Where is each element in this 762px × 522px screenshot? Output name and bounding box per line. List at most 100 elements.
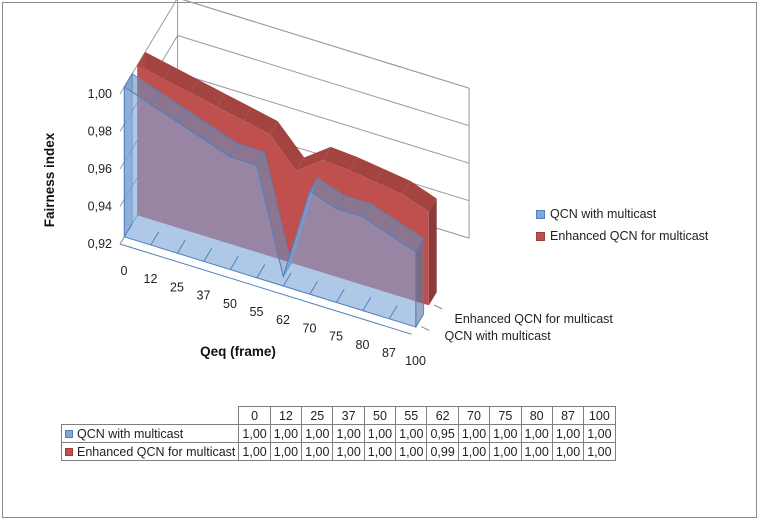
depth-axis-label: Enhanced QCN for multicast bbox=[455, 312, 614, 326]
table-cell: 1,00 bbox=[457, 424, 491, 443]
table-series-name: QCN with multicast bbox=[60, 424, 240, 443]
floor-tick bbox=[176, 239, 186, 254]
gridline bbox=[119, 0, 470, 95]
table-cell: 1,00 bbox=[520, 442, 553, 461]
ridge-segment bbox=[375, 168, 411, 195]
floor-tick bbox=[335, 288, 345, 303]
legend-label-qcn: QCN with multicast bbox=[550, 207, 657, 221]
ridge-segment bbox=[137, 52, 172, 79]
table-header-cell: 55 bbox=[395, 406, 428, 425]
table-header-cell: 87 bbox=[551, 406, 585, 425]
table-cell: 1,00 bbox=[395, 424, 428, 443]
legend-swatch-enhanced bbox=[536, 231, 545, 241]
table-cell: 0,95 bbox=[426, 424, 459, 443]
floor-tick bbox=[282, 272, 292, 287]
floor-layer bbox=[119, 223, 425, 335]
ridge-segment bbox=[402, 180, 437, 212]
ridge-segment bbox=[269, 121, 305, 171]
ridge-segment bbox=[349, 157, 384, 183]
x-tick-label: 80 bbox=[356, 338, 370, 352]
table-series-name: Enhanced QCN for multicast bbox=[60, 442, 240, 461]
depth-axis-ticks: Enhanced QCN for multicast QCN with multi… bbox=[421, 304, 614, 343]
floor-tick bbox=[256, 264, 266, 279]
floor-tick bbox=[229, 256, 239, 270]
y-tick-label: 1,00 bbox=[88, 87, 112, 101]
depth-axis-tick bbox=[421, 326, 430, 332]
table-header-cell: 80 bbox=[520, 406, 553, 425]
y-axis-ticks: 0,92 0,94 0,96 0,98 1,00 bbox=[88, 87, 112, 251]
table-cell: 0,99 bbox=[426, 442, 459, 461]
table-header-cell: 37 bbox=[332, 406, 365, 425]
table-cell: 1,00 bbox=[551, 442, 585, 461]
table-series-swatch bbox=[65, 447, 73, 456]
floor-tick bbox=[388, 305, 398, 320]
x-tick-label: 25 bbox=[170, 280, 184, 294]
table-cell: 1,00 bbox=[551, 424, 585, 443]
x-tick-label: 75 bbox=[329, 330, 343, 344]
table-cell: 1,00 bbox=[332, 442, 365, 461]
table-series-swatch bbox=[65, 429, 73, 438]
legend: QCN with multicast Enhanced QCN for mult… bbox=[536, 203, 708, 247]
y-tick-label: 0,98 bbox=[88, 125, 112, 139]
legend-item-qcn: QCN with multicast bbox=[536, 203, 708, 225]
table-cell: 1,00 bbox=[363, 424, 397, 443]
y-tick-label: 0,94 bbox=[88, 200, 112, 214]
x-tick-label: 55 bbox=[250, 305, 264, 319]
table-row: QCN with multicast 1,00 1,00 1,00 1,00 1,00 1,… bbox=[60, 424, 616, 443]
table-header-row: 0 12 25 37 50 55 62 70 75 80 87 100 bbox=[62, 406, 616, 425]
ridge-segment bbox=[216, 93, 252, 121]
series-qcn bbox=[123, 72, 425, 329]
chart-frame bbox=[2, 2, 757, 518]
ridge-segment bbox=[296, 146, 331, 171]
data-table: 0 12 25 37 50 55 62 70 75 80 87 100 QCN with multica… bbox=[60, 406, 616, 461]
table-header-cell: 12 bbox=[269, 406, 303, 425]
y-axis-label: Fairness index bbox=[42, 132, 57, 227]
table-corner bbox=[62, 407, 239, 425]
x-axis-label: Qeq (frame) bbox=[200, 344, 276, 359]
table-header-cell: 0 bbox=[238, 406, 271, 425]
table-series-label: QCN with multicast bbox=[77, 426, 184, 441]
table-cell: 1,00 bbox=[269, 442, 303, 461]
table-header-cell: 25 bbox=[301, 406, 334, 425]
table-cell: 1,00 bbox=[332, 424, 365, 443]
table-cell: 1,00 bbox=[238, 424, 271, 443]
table-cell: 1,00 bbox=[583, 424, 616, 443]
x-tick-label: 50 bbox=[223, 297, 237, 311]
table-cell: 1,00 bbox=[457, 442, 491, 461]
table-header-cell: 62 bbox=[426, 406, 459, 425]
x-tick-label: 37 bbox=[197, 289, 211, 303]
floor-tick bbox=[309, 280, 319, 295]
floor-tick bbox=[123, 223, 133, 238]
x-tick-label: 0 bbox=[121, 264, 128, 278]
table-series-label: Enhanced QCN for multicast bbox=[77, 444, 236, 459]
ridge-segment bbox=[163, 65, 199, 93]
ridge-segment bbox=[190, 79, 225, 107]
legend-item-enhanced: Enhanced QCN for multicast bbox=[536, 225, 708, 247]
series-layer bbox=[123, 52, 437, 329]
table-header-cell: 100 bbox=[583, 406, 616, 425]
depth-axis-label: QCN with multicast bbox=[445, 329, 552, 343]
table-cell: 1,00 bbox=[395, 442, 428, 461]
legend-swatch-qcn bbox=[536, 209, 545, 219]
ridge-segment bbox=[322, 146, 358, 171]
area-chart-3d: 0,92 0,94 0,96 0,98 1,00 0 12 25 37 50 55 62 70 75 80… bbox=[42, 0, 614, 368]
table-cell: 1,00 bbox=[363, 442, 397, 461]
floor-tick bbox=[150, 231, 160, 246]
table-header-cell: 75 bbox=[489, 406, 522, 425]
table-cell: 1,00 bbox=[520, 424, 553, 443]
table-cell: 1,00 bbox=[583, 442, 616, 461]
table-cell: 1,00 bbox=[269, 424, 303, 443]
end-cap bbox=[415, 237, 425, 329]
x-tick-label: 62 bbox=[276, 313, 290, 327]
floor-tick bbox=[203, 247, 213, 262]
y-tick-label: 0,96 bbox=[88, 162, 112, 176]
x-tick-label: 100 bbox=[405, 354, 426, 368]
x-tick-label: 70 bbox=[303, 321, 317, 335]
depth-axis-tick bbox=[433, 304, 443, 310]
ridge-segment bbox=[243, 107, 278, 135]
y-tick-label: 0,92 bbox=[88, 237, 112, 251]
floor-tick bbox=[362, 297, 372, 311]
table-cell: 1,00 bbox=[489, 442, 522, 461]
front-face bbox=[123, 85, 417, 328]
x-tick-label: 12 bbox=[144, 272, 158, 286]
